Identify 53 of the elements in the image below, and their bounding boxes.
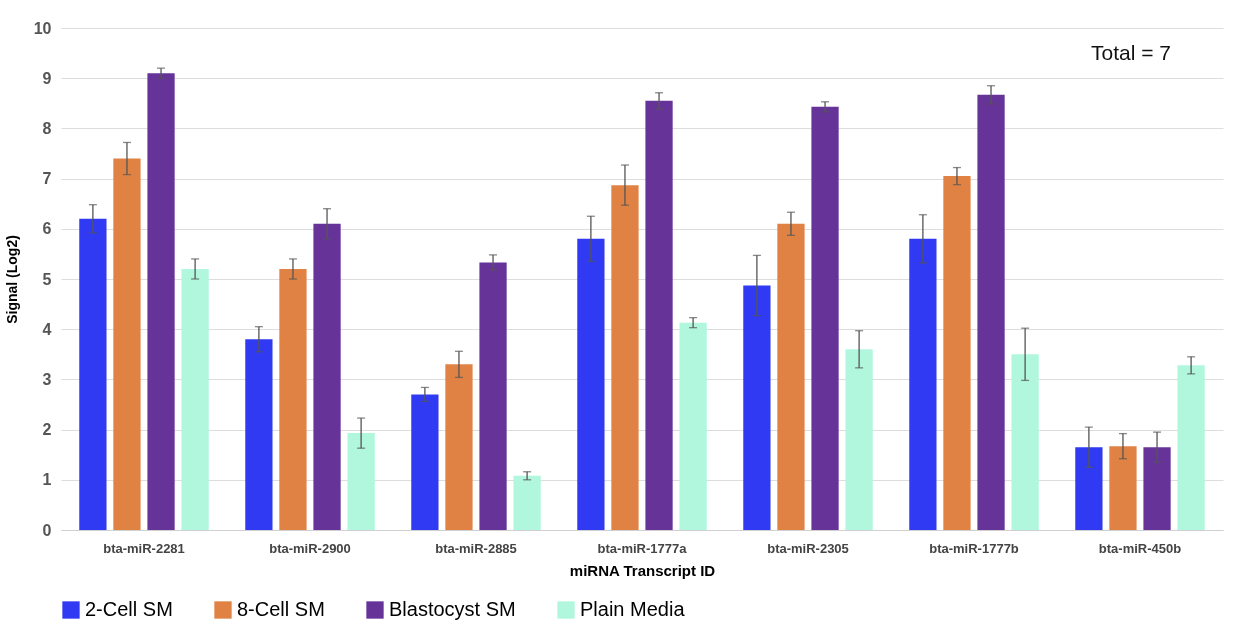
y-tick-label: 7	[42, 170, 52, 188]
y-tick-label: 6	[42, 220, 52, 238]
bar	[479, 262, 507, 530]
x-tick-label: bta-miR-1777b	[929, 540, 1019, 556]
y-tick-label: 0	[42, 521, 52, 539]
x-tick-label: bta-miR-450b	[1098, 540, 1182, 556]
bar	[279, 268, 307, 530]
bar	[645, 100, 673, 530]
bar	[1011, 354, 1039, 530]
x-tick-label: bta-miR-2305	[767, 540, 849, 556]
bar	[79, 218, 107, 530]
bar	[909, 238, 937, 530]
bar	[513, 475, 541, 530]
y-tick-label: 8	[42, 119, 52, 137]
bar	[777, 223, 805, 530]
y-tick-label: 3	[42, 370, 52, 388]
bar	[411, 394, 439, 530]
bar	[679, 322, 707, 530]
x-tick-label: bta-miR-1777a	[597, 540, 688, 556]
bar	[577, 238, 605, 530]
y-tick-label: 2	[42, 421, 52, 439]
bar	[445, 364, 473, 530]
legend-label: Blastocyst SM	[389, 598, 516, 620]
bar	[1143, 447, 1171, 530]
legend-label: Plain Media	[580, 598, 686, 620]
bar	[347, 433, 375, 530]
y-tick-label: 4	[42, 320, 52, 338]
y-axis-title: Signal (Log2)	[3, 235, 20, 324]
bar	[313, 223, 341, 530]
bar	[943, 176, 971, 530]
bar	[1109, 446, 1137, 530]
legend-label: 8-Cell SM	[237, 598, 325, 620]
y-tick-label: 10	[33, 19, 52, 37]
bar	[811, 106, 839, 530]
bar	[147, 73, 175, 530]
y-tick-label: 5	[42, 270, 52, 288]
bar	[181, 268, 209, 530]
annotation: Total = 7	[1091, 41, 1171, 64]
y-tick-label: 1	[42, 471, 52, 489]
bar	[743, 285, 771, 530]
bar	[1177, 365, 1205, 530]
bar	[113, 158, 141, 530]
x-tick-label: bta-miR-2281	[103, 540, 185, 556]
bar	[1075, 447, 1103, 530]
y-tick-label: 9	[42, 69, 52, 87]
bar	[245, 339, 273, 530]
x-tick-label: bta-miR-2900	[269, 540, 351, 556]
x-axis-title: miRNA Transcript ID	[569, 561, 716, 579]
bar	[611, 185, 639, 530]
x-tick-label: bta-miR-2885	[435, 540, 517, 556]
bar	[845, 349, 873, 530]
legend-label: 2-Cell SM	[85, 598, 173, 620]
bar	[977, 94, 1005, 530]
